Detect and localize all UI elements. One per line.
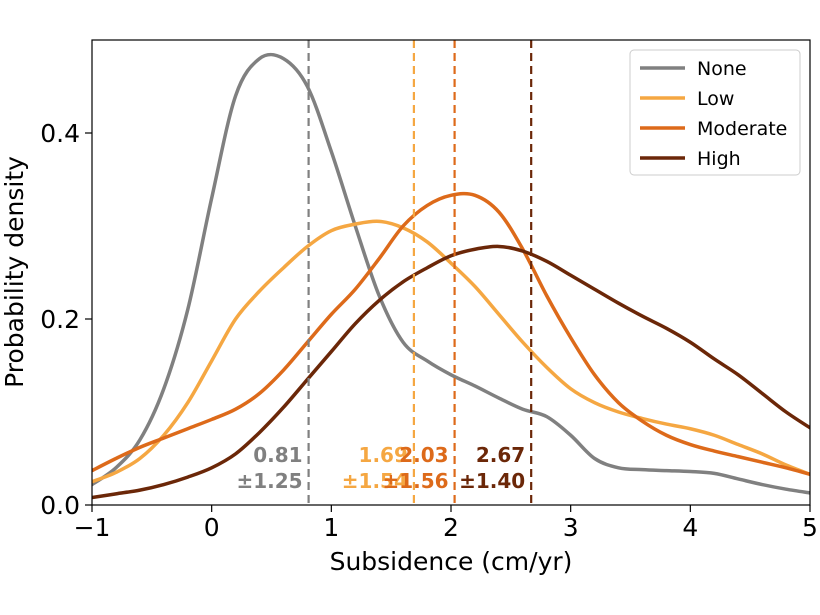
- mean-label-high: 2.67: [476, 443, 525, 467]
- sd-label-moderate: ±1.56: [382, 469, 448, 493]
- series-line-high: [92, 244, 810, 500]
- x-tick-label: −1: [74, 513, 111, 542]
- x-tick-label: 0: [204, 513, 220, 542]
- mean-label-moderate: 2.03: [399, 443, 448, 467]
- y-tick-label: 0.0: [40, 491, 80, 520]
- x-tick-label: 4: [682, 513, 698, 542]
- sd-label-none: ±1.25: [236, 469, 302, 493]
- x-tick-label: 3: [563, 513, 579, 542]
- x-tick-label: 2: [443, 513, 459, 542]
- y-tick-label: 0.4: [40, 119, 80, 148]
- y-tick-label: 0.2: [40, 305, 80, 334]
- legend-box: [629, 49, 801, 176]
- series-line-none: [92, 52, 810, 495]
- legend-label-moderate: Moderate: [697, 118, 787, 140]
- legend-label-high: High: [697, 148, 741, 170]
- mean-label-none: 0.81: [253, 443, 302, 467]
- x-tick-label: 5: [802, 513, 818, 542]
- mean-label-low: 1.69: [359, 443, 408, 467]
- x-tick-label: 1: [323, 513, 339, 542]
- legend-label-low: Low: [697, 88, 734, 110]
- series-line-low: [92, 219, 810, 484]
- series-line-moderate: [92, 191, 810, 477]
- sd-label-low: ±1.54: [342, 469, 408, 493]
- y-axis-label: Probability density: [0, 156, 29, 388]
- legend-label-none: None: [697, 58, 747, 80]
- sd-label-high: ±1.40: [459, 469, 525, 493]
- x-axis-label: Subsidence (cm/yr): [330, 547, 573, 576]
